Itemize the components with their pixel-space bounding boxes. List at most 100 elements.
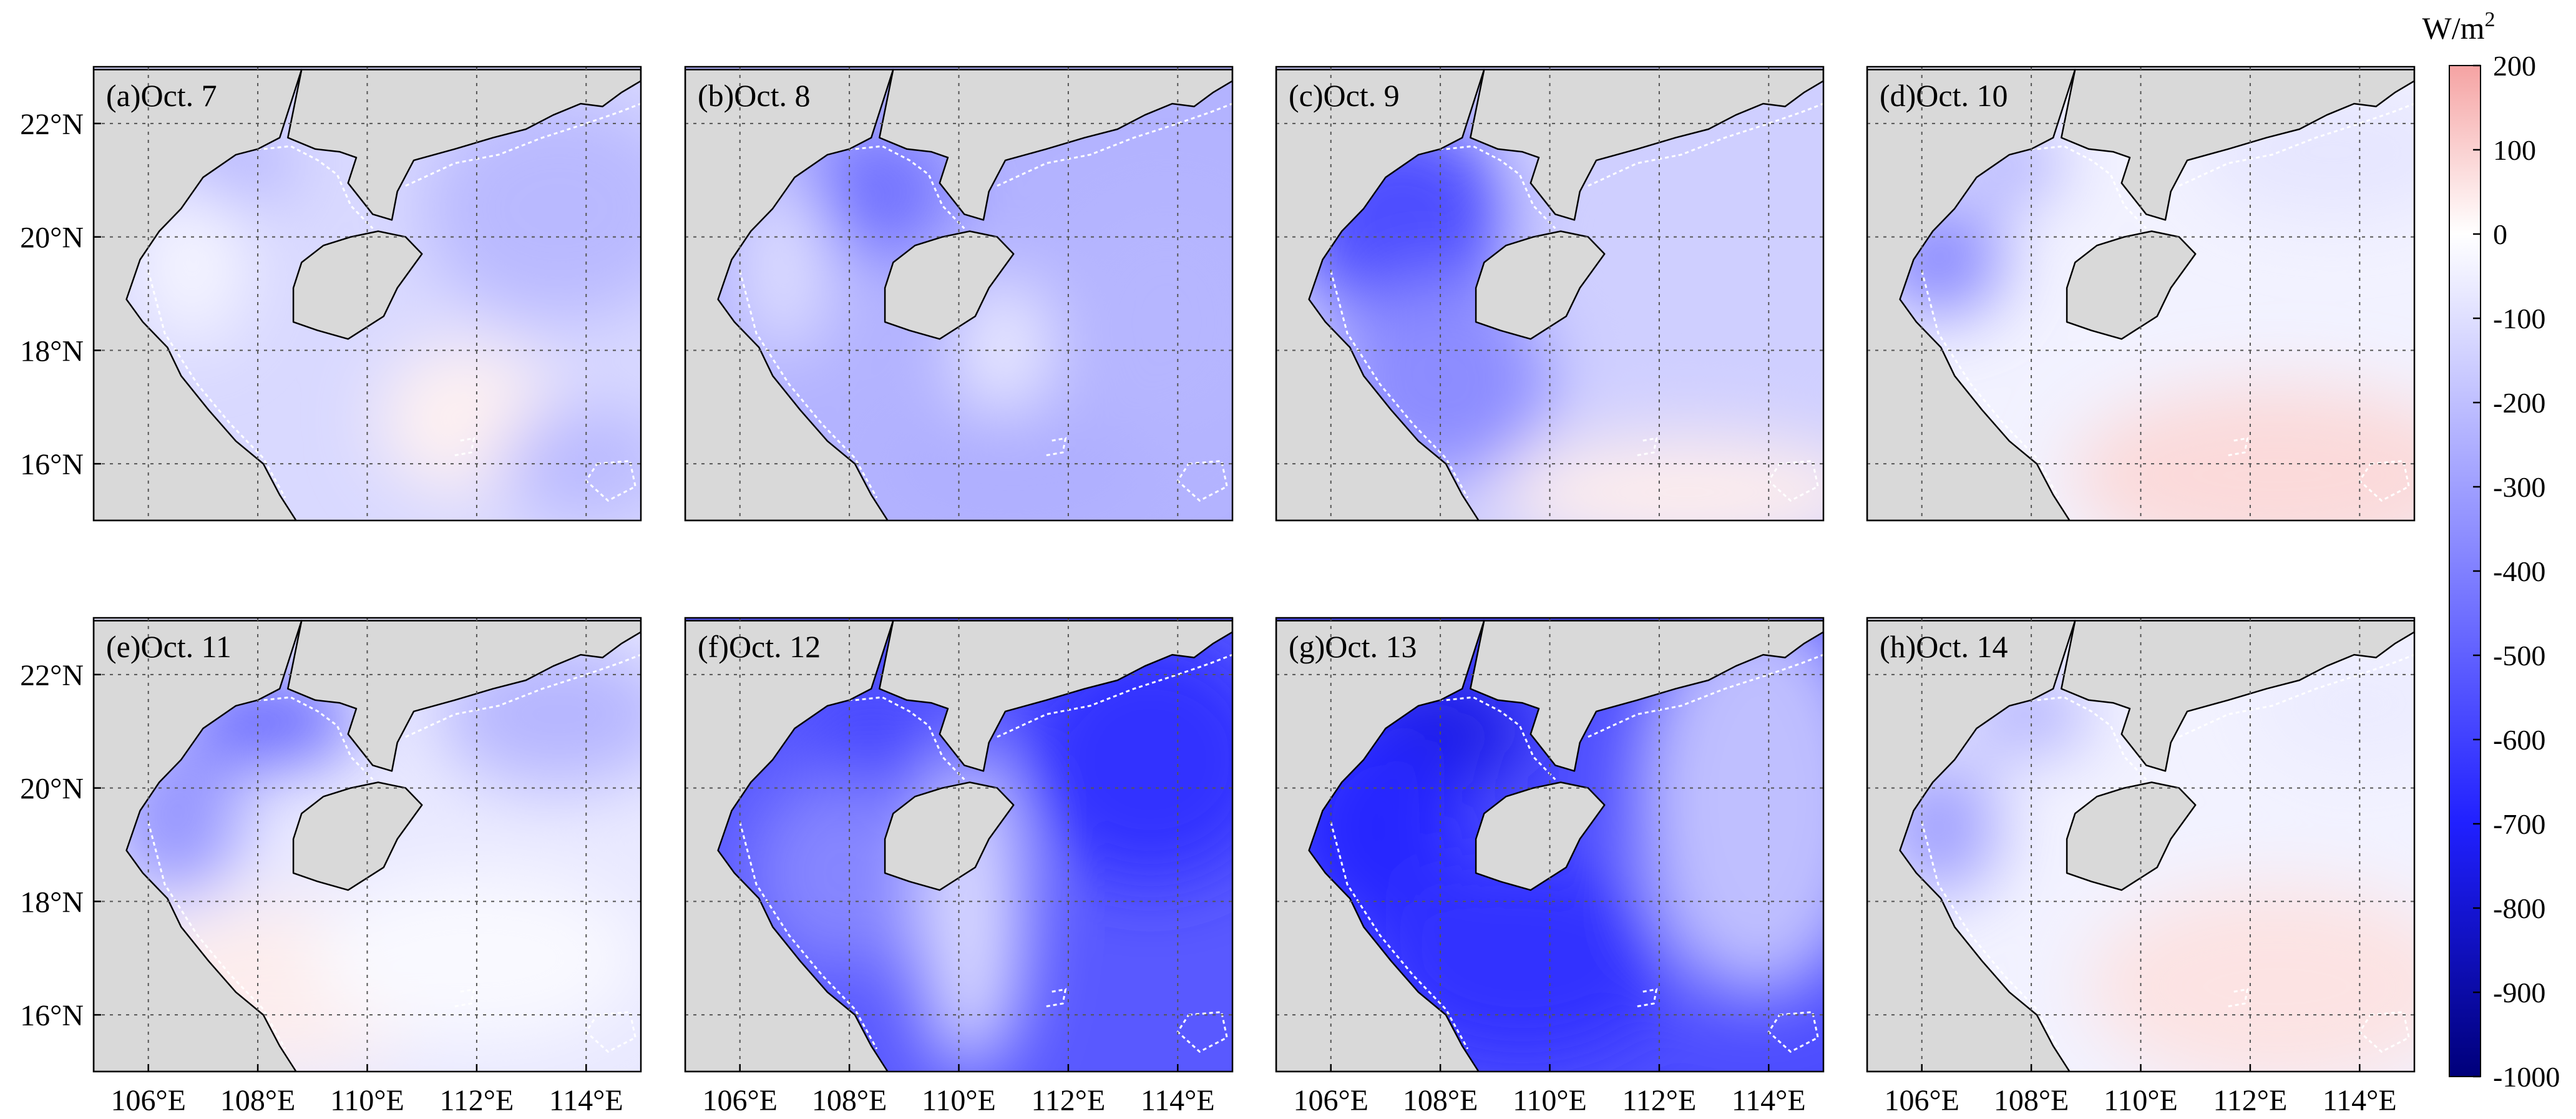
map-panel: (e)Oct. 11 22°N 20°N 18°N 16°N 106°E 108°E 110°… <box>20 617 642 1117</box>
latitude-tick-label: 18°N <box>20 335 84 368</box>
longitude-tick-label: 106°E <box>110 1084 186 1117</box>
latitude-tick-label: 18°N <box>20 886 84 919</box>
flux-anomaly <box>1019 635 1232 885</box>
china-coast <box>879 620 1232 772</box>
longitude-tick-label: 112°E <box>1622 1084 1697 1117</box>
flux-anomaly <box>751 776 926 970</box>
vietnam-coast <box>1867 69 2076 520</box>
zero-contour <box>1637 988 1658 1007</box>
hainan-island <box>292 781 423 891</box>
zero-contour <box>1588 102 1823 187</box>
panel-label: (b)Oct. 8 <box>698 78 811 113</box>
colorbar-tick-label: 200 <box>2493 50 2536 82</box>
latitude-tick-label: 22°N <box>20 659 84 692</box>
zero-contour <box>405 653 641 738</box>
panel-label: (e)Oct. 11 <box>106 629 232 664</box>
flux-anomaly <box>876 407 1151 520</box>
flux-anomaly <box>1522 95 1823 379</box>
latitude-tick-label: 16°N <box>20 999 84 1032</box>
map-panel: (g)Oct. 13 106°E 108°E 110°E 112°E 114°E <box>1275 617 1825 1117</box>
latitude-tick-label: 22°N <box>20 108 84 141</box>
china-coast <box>879 69 1232 221</box>
panel-label: (g)Oct. 13 <box>1289 629 1417 664</box>
vietnam-coast <box>685 620 894 1072</box>
flux-anomaly <box>800 129 954 254</box>
hainan-island <box>884 230 1015 340</box>
colorbar-tick-label: -100 <box>2493 303 2545 335</box>
vietnam-coast <box>94 69 303 520</box>
zero-contour <box>454 437 476 456</box>
latitude-tick-label: 16°N <box>20 448 84 481</box>
zero-contour <box>405 102 641 187</box>
colorbar-tick-label: -600 <box>2493 724 2545 756</box>
vietnam-coast <box>685 69 894 520</box>
panel-frame <box>92 66 642 522</box>
flux-anomaly <box>312 872 641 1043</box>
longitude-tick-label: 106°E <box>1293 1084 1368 1117</box>
longitude-tick-label: 114°E <box>549 1084 623 1117</box>
colorbar-tick-label: -1000 <box>2493 1061 2560 1093</box>
longitude-tick-label: 110°E <box>330 1084 404 1117</box>
panel-frame <box>1866 66 2416 522</box>
hainan-island <box>884 781 1015 891</box>
flux-anomaly <box>499 407 641 520</box>
colorbar-unit-label: W/m2 <box>2422 8 2496 46</box>
china-coast <box>1470 620 1823 772</box>
china-coast <box>287 69 641 221</box>
colorbar-tick-label: 0 <box>2493 218 2507 250</box>
colorbar-tick-label: 100 <box>2493 134 2536 166</box>
zero-contour <box>1046 437 1067 456</box>
hainan-island <box>292 230 423 340</box>
hainan-island <box>1475 781 1606 891</box>
longitude-tick-label: 110°E <box>2104 1084 2178 1117</box>
map-panel: (c)Oct. 9 <box>1275 66 1825 522</box>
zero-contour <box>997 102 1232 187</box>
zero-contour <box>2358 459 2410 502</box>
flux-anomaly <box>1495 435 1823 520</box>
panel-label: (h)Oct. 14 <box>1880 629 2008 664</box>
colorbar-ticks: 200 100 0 -100 -200 -300 -400 -500 -600 -700 -800 -… <box>2473 50 2560 1093</box>
flux-anomaly <box>422 95 641 322</box>
longitude-tick-label: 106°E <box>702 1084 778 1117</box>
zero-contour <box>454 988 476 1007</box>
colorbar: W/m2 200 100 0 -100 -200 -300 -400 -500 -600 -700… <box>2422 8 2560 1093</box>
colorbar-tick-label: -700 <box>2493 808 2545 840</box>
longitude-tick-label: 114°E <box>2323 1084 2397 1117</box>
panel-frame <box>684 66 1234 522</box>
map-panel: (h)Oct. 14 106°E 108°E 110°E 112°E 114°E <box>1866 617 2416 1117</box>
flux-anomaly <box>2069 384 2414 520</box>
colorbar-tick-label: -200 <box>2493 387 2545 419</box>
zero-contour <box>585 459 637 502</box>
longitude-tick-label: 106°E <box>1884 1084 1959 1117</box>
map-panel: (f)Oct. 12 106°E 108°E 110°E 112°E 114°E <box>684 617 1234 1117</box>
hainan-island <box>1475 230 1606 340</box>
longitude-tick-label: 110°E <box>1513 1084 1587 1117</box>
latitude-tick-label: 20°N <box>20 222 84 255</box>
zero-contour <box>2228 437 2249 456</box>
colorbar-tick-label: -300 <box>2493 471 2545 503</box>
zero-contour <box>1767 459 1819 502</box>
flux-anomaly <box>1637 618 1823 998</box>
hainan-island <box>2066 781 2197 891</box>
latitude-tick-label: 20°N <box>20 773 84 806</box>
longitude-tick-label: 112°E <box>440 1084 514 1117</box>
longitude-tick-label: 110°E <box>922 1084 996 1117</box>
vietnam-coast <box>1276 620 1485 1072</box>
vietnam-coast <box>1276 69 1485 520</box>
colorbar-tick-label: -800 <box>2493 892 2545 924</box>
map-panel: (d)Oct. 10 <box>1866 66 2416 522</box>
china-coast <box>287 620 641 772</box>
longitude-tick-label: 112°E <box>2213 1084 2288 1117</box>
longitude-tick-label: 112°E <box>1032 1084 1106 1117</box>
zero-contour <box>1588 653 1823 738</box>
longitude-tick-label: 114°E <box>1732 1084 1806 1117</box>
zero-contour <box>2178 102 2414 187</box>
panel-label: (f)Oct. 12 <box>698 629 821 664</box>
china-coast <box>1470 69 1823 221</box>
flux-anomaly <box>2086 884 2414 1072</box>
panel-label: (c)Oct. 9 <box>1289 78 1400 113</box>
longitude-tick-label: 108°E <box>220 1084 296 1117</box>
zero-contour <box>2358 1010 2410 1053</box>
panel-label: (d)Oct. 10 <box>1880 78 2008 113</box>
